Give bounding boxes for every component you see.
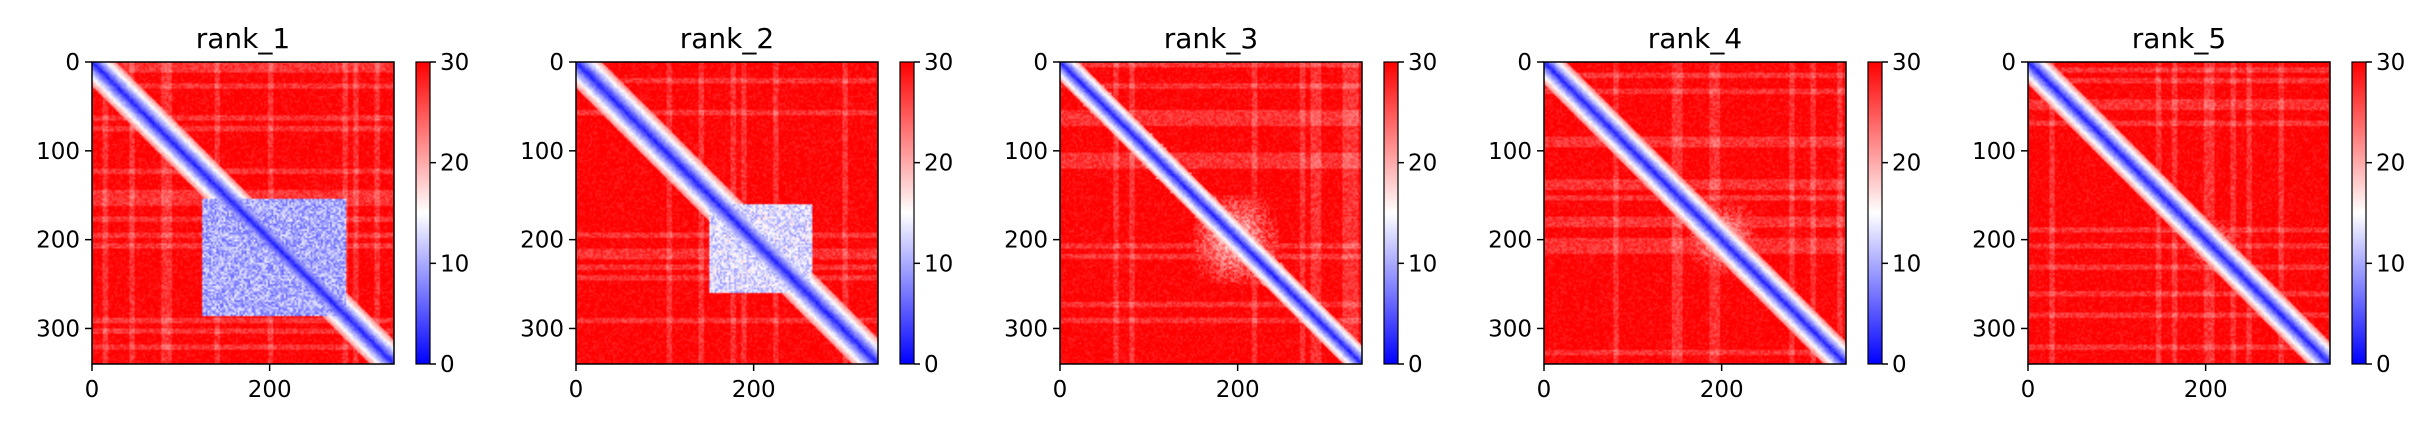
colorbar-tick-label: 30 [924,50,953,76]
colorbar-tick-label: 20 [924,151,953,177]
colorbar-tick-label: 0 [2376,352,2391,378]
x-tick-label: 200 [1700,377,1744,403]
colorbar-tick-label: 20 [1408,151,1437,177]
y-tick-label: 300 [1488,316,1532,342]
colorbar [1383,61,1399,365]
plot-frame [575,61,879,365]
y-tick-label: 100 [1488,139,1532,165]
y-tick-label: 200 [1004,228,1048,254]
y-tick-label: 300 [1972,316,2016,342]
plot-frame [1543,61,1847,365]
y-tick-label: 0 [1033,50,1048,76]
heatmap-image [1060,62,1362,364]
y-tick-label: 300 [36,316,80,342]
x-tick-label: 200 [2184,377,2228,403]
panel-4: rank_4 0 100 200 300 0 200 0 10 20 30 [1488,22,1921,403]
y-tick-label: 100 [1004,139,1048,165]
y-tick-label: 200 [520,228,564,254]
y-tick-label: 0 [65,50,80,76]
x-tick-label: 0 [2021,377,2036,403]
y-tick-label: 300 [1004,316,1048,342]
plot-frame [2027,61,2331,365]
chart-title: rank_2 [680,22,774,55]
colorbar-tick-label: 30 [1892,50,1921,76]
colorbar [2351,61,2367,365]
colorbar-tick-label: 0 [1892,352,1907,378]
plot-frame [1059,61,1363,365]
panel-3: rank_3 0 100 200 300 0 200 0 10 20 30 [1004,22,1437,403]
colorbar-tick-label: 20 [440,151,469,177]
chart-title: rank_1 [196,22,290,55]
x-tick-label: 0 [1537,377,1552,403]
colorbar [415,61,431,365]
heatmap-image [576,62,878,364]
y-tick-label: 0 [1517,50,1532,76]
colorbar [1867,61,1883,365]
chart-title: rank_3 [1164,22,1258,55]
chart-title: rank_4 [1648,22,1742,55]
y-tick-label: 300 [520,316,564,342]
x-tick-label: 200 [1216,377,1260,403]
colorbar-tick-label: 10 [924,251,953,277]
heatmap-image [92,62,394,364]
panel-5: rank_5 0 100 200 300 0 200 0 10 20 30 [1972,22,2405,403]
chart-title: rank_5 [2132,22,2226,55]
panel-1: rank_1 0 100 200 300 0 200 0 10 20 30 [36,22,469,403]
x-tick-label: 200 [732,377,776,403]
y-tick-label: 0 [2001,50,2016,76]
colorbar-tick-label: 20 [1892,151,1921,177]
y-tick-label: 100 [520,139,564,165]
x-tick-label: 0 [569,377,584,403]
panel-2: rank_2 0 100 200 300 0 200 0 10 20 30 [520,22,953,403]
colorbar-tick-label: 30 [1408,50,1437,76]
colorbar-tick-label: 10 [2376,251,2405,277]
colorbar-tick-label: 30 [2376,50,2405,76]
y-tick-label: 100 [1972,139,2016,165]
plot-frame [91,61,395,365]
x-tick-label: 0 [85,377,100,403]
y-tick-label: 200 [1488,228,1532,254]
colorbar-tick-label: 20 [2376,151,2405,177]
colorbar-tick-label: 0 [1408,352,1423,378]
y-tick-label: 200 [1972,228,2016,254]
colorbar-tick-label: 30 [440,50,469,76]
colorbar-tick-label: 0 [440,352,455,378]
heatmap-image [1544,62,1846,364]
y-tick-label: 200 [36,228,80,254]
colorbar-tick-label: 10 [1408,251,1437,277]
colorbar-tick-label: 0 [924,352,939,378]
colorbar-tick-label: 10 [1892,251,1921,277]
y-tick-label: 100 [36,139,80,165]
colorbar-tick-label: 10 [440,251,469,277]
x-tick-label: 200 [248,377,292,403]
colorbar [899,61,915,365]
x-tick-label: 0 [1053,377,1068,403]
y-tick-label: 0 [549,50,564,76]
heatmap-image [2028,62,2330,364]
